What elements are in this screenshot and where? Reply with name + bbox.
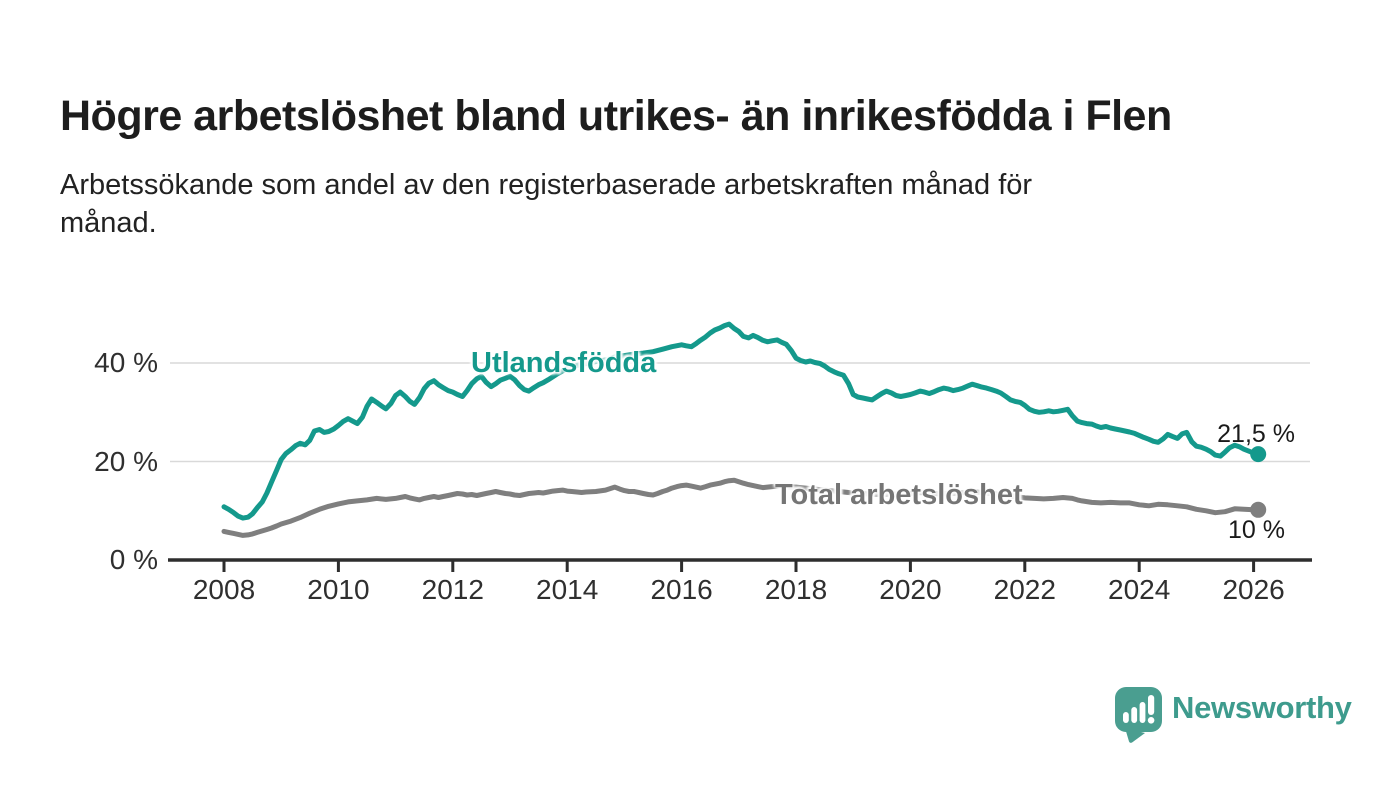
total-arbetsloshet-end-dot [1250,501,1267,518]
y-tick-label: 0 % [109,544,158,575]
total-arbetsloshet-line [221,477,1261,538]
x-tick-label: 2014 [536,574,599,605]
gridlines [170,362,1310,463]
series-label-utlandsfodda: Utlandsfödda [471,347,657,379]
end-value-label-total-arbetsloshet: 10 % [1228,516,1285,544]
x-tick-label: 2008 [192,574,256,605]
utlandsfodda-end-dot [1250,446,1267,463]
newsworthy-logo: Newsworthy [1114,684,1354,744]
x-tick-label: 2022 [993,574,1056,605]
series-lines [221,321,1261,538]
x-tick-label: 2012 [421,574,484,605]
x-tick-label: 2016 [650,574,713,605]
x-tick-label: 2024 [1108,574,1171,605]
x-tick-label: 2010 [307,574,370,605]
chart-subtitle: Arbetssökande som andel av den registerb… [60,166,1330,242]
chart-title: Högre arbetslöshet bland utrikes- än inr… [60,91,1172,140]
newsworthy-wordmark: Newsworthy [1172,690,1352,725]
speech-bubble-chart-icon [1115,687,1162,743]
chart-subtitle-line2: månad. [60,207,157,239]
x-tick-label: 2018 [764,574,828,605]
y-tick-label: 40 % [94,347,158,378]
chart-subtitle-line1: Arbetssökande som andel av den registerb… [60,169,1033,201]
utlandsfodda-line [221,321,1261,521]
y-tick-label: 20 % [94,445,158,477]
series-label-total-arbetsloshet: Total arbetslöshet [775,479,1023,511]
x-tick-label: 2026 [1222,574,1285,605]
x-tick-label: 2020 [879,574,942,605]
end-value-label-utlandsfodda: 21,5 % [1217,420,1295,448]
axis-ticks [222,560,1256,572]
